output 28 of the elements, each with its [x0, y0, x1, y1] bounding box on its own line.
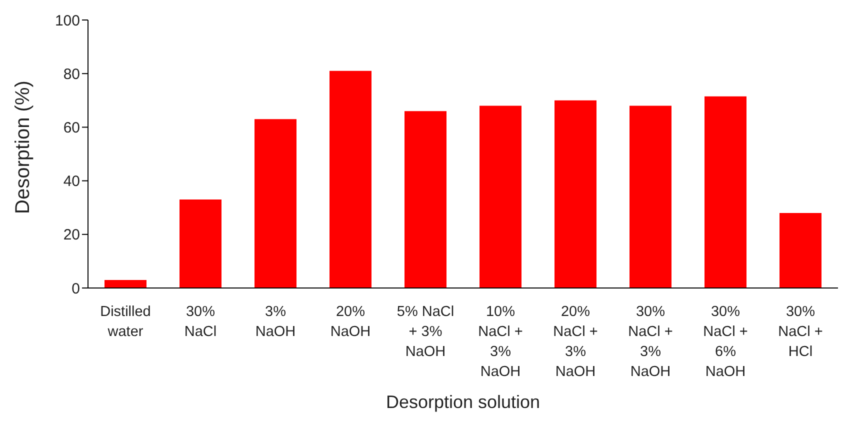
x-tick-label: 30% NaCl + 6% NaOH: [703, 304, 748, 380]
x-tick-label: 10% NaCl + 3% NaOH: [478, 304, 523, 380]
bar: [104, 280, 146, 288]
y-tick-label: 20: [63, 226, 80, 244]
bar: [630, 106, 672, 288]
y-tick-label: 60: [63, 120, 80, 137]
x-tick-label: 20% NaCl + 3% NaOH: [553, 304, 598, 380]
x-tick-label: 20% NaOH: [330, 304, 371, 340]
bar: [780, 212, 822, 288]
y-tick-label: 40: [63, 173, 80, 190]
bar: [404, 111, 446, 288]
x-tick-label: 30% NaCl + 3% NaOH: [628, 304, 673, 380]
bar: [330, 70, 372, 288]
x-tick-label: 3% NaOH: [255, 304, 296, 340]
bar: [554, 100, 596, 288]
bar: [480, 106, 522, 288]
x-tick-label: 5% NaCl + 3% NaOH: [396, 304, 454, 360]
x-tick-label: 30% NaCl + HCl: [778, 304, 823, 360]
x-axis-title: Desorption solution: [386, 392, 540, 412]
bar: [704, 96, 746, 288]
y-tick-label: 100: [54, 12, 80, 30]
x-tick-label: Distilled water: [100, 304, 151, 340]
y-axis-title: Desorption (%): [12, 80, 34, 214]
x-tick-label: 30% NaCl: [184, 304, 217, 340]
bar: [254, 119, 296, 288]
y-tick-label: 80: [63, 66, 80, 83]
y-tick-label: 0: [72, 280, 80, 298]
bar: [180, 200, 222, 288]
